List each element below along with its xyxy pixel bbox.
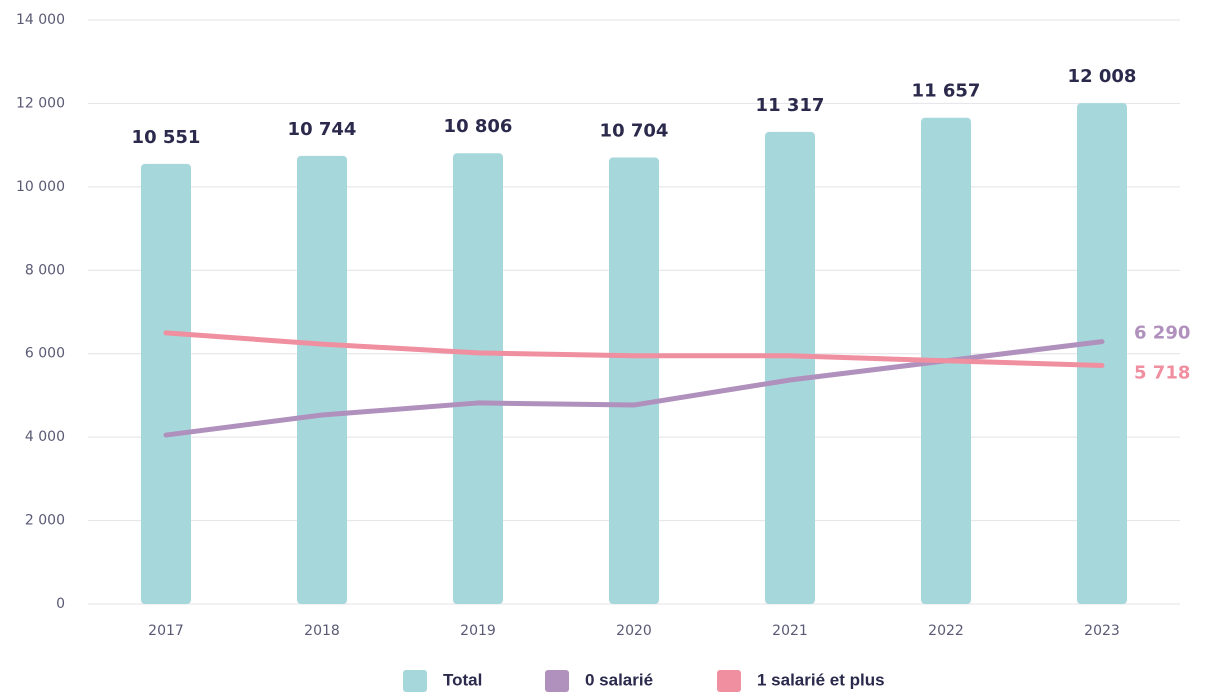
bar: [765, 131, 815, 604]
value-label: 11 317: [756, 95, 825, 116]
bar: [453, 153, 503, 605]
value-label: 10 551: [132, 127, 201, 148]
y-tick-label: 14 000: [16, 12, 65, 28]
legend-swatch: [717, 670, 741, 692]
x-tick-label: 2023: [1084, 623, 1120, 639]
x-tick-label: 2017: [148, 623, 184, 639]
line: [163, 330, 1105, 368]
legend-swatch: [545, 670, 569, 692]
legend-label: 0 salarié: [585, 670, 653, 689]
value-label: 11 657: [912, 81, 981, 102]
x-tick-label: 2021: [772, 623, 808, 639]
legend-swatch: [403, 670, 427, 692]
x-tick-label: 2018: [304, 623, 340, 639]
value-label: 12 008: [1068, 66, 1137, 87]
y-tick-label: 4 000: [25, 429, 65, 445]
value-label: 6 290: [1134, 323, 1190, 344]
value-label: 5 718: [1134, 362, 1190, 383]
y-tick-label: 6 000: [25, 346, 65, 362]
y-tick-label: 10 000: [16, 179, 65, 195]
x-tick-label: 2019: [460, 623, 496, 639]
bar: [141, 163, 191, 605]
bar: [1077, 103, 1127, 605]
legend-label: Total: [443, 670, 482, 689]
value-label: 10 806: [444, 116, 513, 137]
y-tick-label: 0: [56, 596, 65, 612]
y-tick-label: 8 000: [25, 262, 65, 278]
y-tick-label: 2 000: [25, 513, 65, 529]
bar: [297, 155, 347, 604]
value-label: 10 704: [600, 120, 669, 141]
legend-label: 1 salarié et plus: [757, 670, 885, 689]
x-tick-label: 2020: [616, 623, 652, 639]
x-tick-label: 2022: [928, 623, 964, 639]
bar: [609, 157, 659, 604]
value-label: 10 744: [288, 119, 357, 140]
y-tick-label: 12 000: [16, 95, 65, 111]
